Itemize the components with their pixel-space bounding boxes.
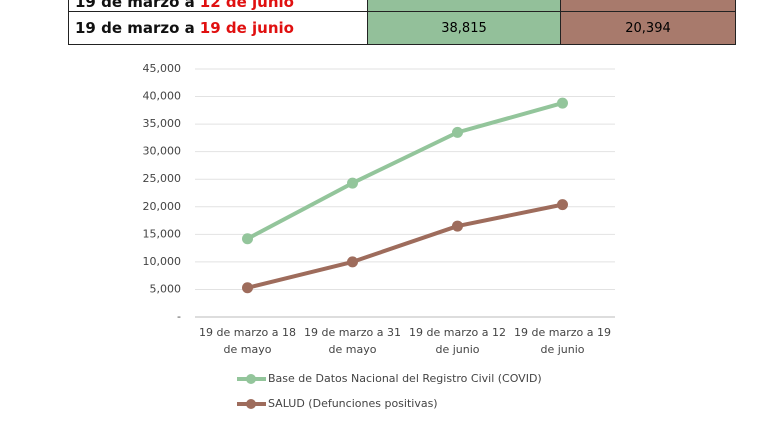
- legend-marker: [246, 399, 256, 409]
- y-tick-label: 20,000: [143, 200, 182, 213]
- cell: 20,394: [560, 11, 736, 45]
- row-label-red: 12 de junio: [199, 0, 294, 11]
- row-label-text: 19 de marzo a: [75, 0, 195, 11]
- y-tick-label: 25,000: [143, 172, 182, 185]
- y-tick-label: 35,000: [143, 117, 182, 130]
- point: [452, 126, 463, 138]
- y-tick-label: 15,000: [143, 227, 182, 240]
- series-line: [246, 101, 564, 241]
- y-tick-label: 45,000: [143, 62, 182, 75]
- summary-table: 19 de marzo a 12 de junio 19 de marzo a 19…: [68, 0, 736, 45]
- y-tick-label: 40,000: [143, 90, 182, 103]
- point: [347, 177, 358, 189]
- y-tick-label: 30,000: [143, 145, 182, 158]
- x-tick-label: 19 de marzo a 19 de junio: [514, 326, 611, 356]
- x-tick-label: 19 de marzo a 12 de junio: [409, 326, 506, 356]
- y-tick-label: 10,000: [143, 255, 182, 268]
- legend-label: Base de Datos Nacional del Registro Civi…: [268, 372, 542, 385]
- point: [557, 199, 568, 211]
- row-label-red: 19 de junio: [199, 19, 294, 37]
- legend-label: SALUD (Defunciones positivas): [268, 397, 438, 410]
- row-label-text: 19 de marzo a: [75, 19, 195, 37]
- y-tick-label: 5,000: [150, 282, 182, 295]
- legend-marker: [246, 374, 256, 384]
- row-label: 19 de marzo a 19 de junio: [68, 11, 368, 45]
- point: [557, 97, 568, 109]
- series-line: [247, 202, 563, 290]
- x-tick-label: 19 de marzo a 31 de mayo: [304, 326, 401, 356]
- cell: 38,815: [367, 11, 561, 45]
- point: [452, 220, 463, 232]
- x-tick-label: 19 de marzo a 18 de mayo: [199, 326, 296, 356]
- point: [242, 282, 253, 294]
- y-tick-label: -: [177, 310, 181, 323]
- point: [347, 256, 358, 268]
- point: [242, 233, 253, 245]
